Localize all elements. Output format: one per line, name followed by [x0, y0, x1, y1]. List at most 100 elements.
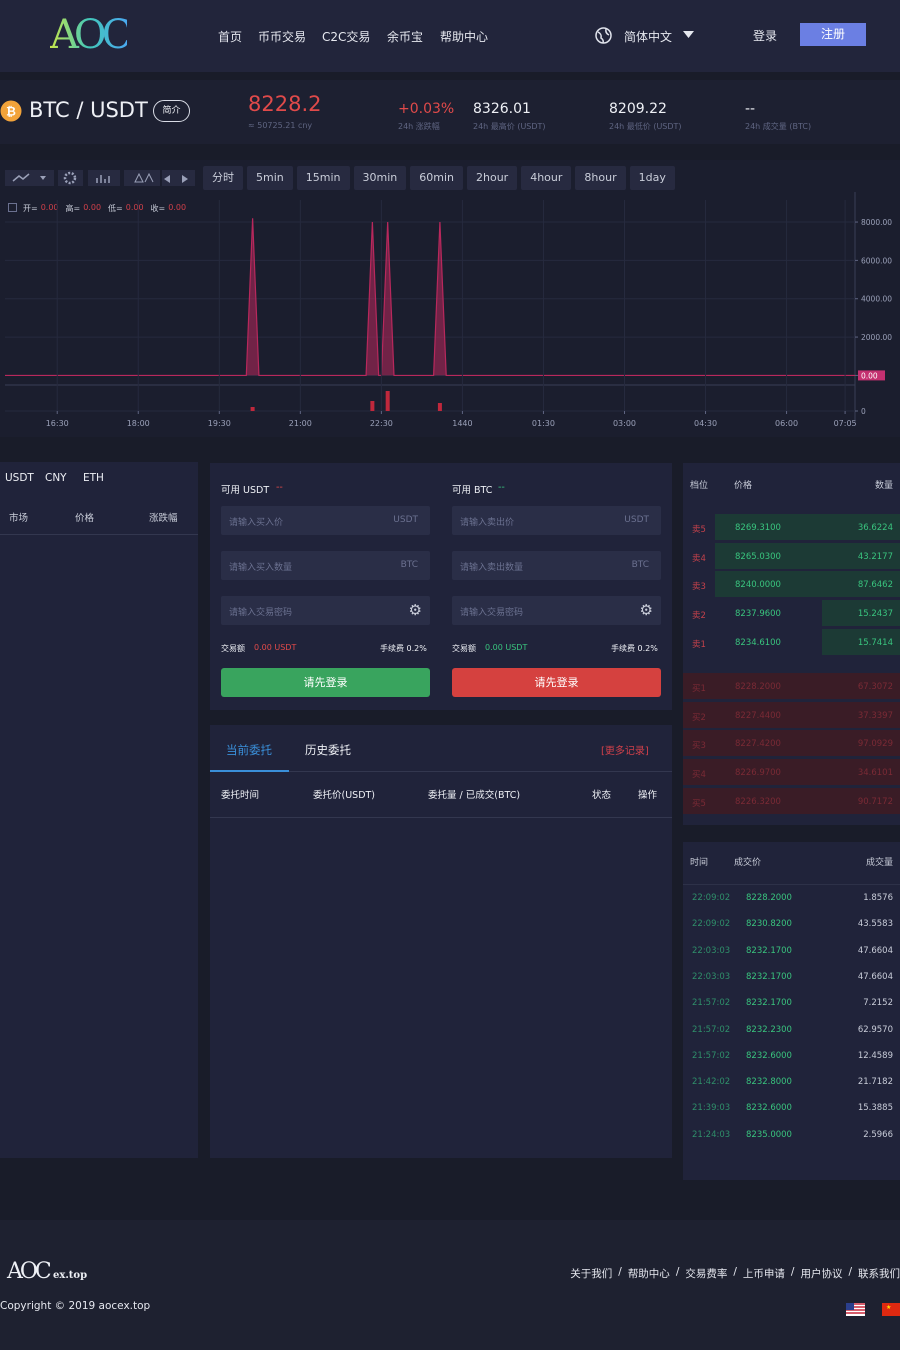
interval-button[interactable]: 分时 [203, 166, 243, 190]
orders-tab[interactable]: 历史委托 [305, 743, 351, 757]
trade-amount: 2.5966 [863, 1129, 893, 1140]
bid-label: 买4 [692, 770, 706, 781]
stat-label: 24h 涨跌幅 [398, 122, 440, 131]
input[interactable]: 请输入交易密码 ⚙ [221, 596, 430, 625]
ask-price: 8237.9600 [735, 609, 781, 620]
logo[interactable]: AOC [50, 12, 132, 58]
kline-chart: 0.00 2000.00 4000.00 6000.00 8000.00 0 16:30 18… [5, 192, 892, 428]
footer-logo: AOC [7, 1259, 52, 1284]
divider [683, 884, 900, 885]
ask-price: 8234.6100 [735, 637, 781, 648]
kline-info: 开= 0.00 高= 0.00 低= 0.00 收= 0.00 [8, 203, 190, 214]
available-value: -- [276, 482, 283, 493]
trade-time: 21:39:03 [692, 1103, 731, 1114]
input[interactable]: 请输入卖出数量 BTC [452, 551, 661, 580]
footer-link[interactable]: 交易费率 [685, 1268, 728, 1280]
header-cell: 档位 [690, 481, 709, 491]
info-value: 0.00 [125, 203, 144, 212]
x-tick-label: 16:30 [46, 419, 69, 428]
interval-button[interactable]: 4hour [521, 166, 572, 190]
trade-time: 21:57:02 [692, 1024, 731, 1035]
nav-item[interactable]: 币币交易 [258, 30, 307, 44]
trade-price: 8232.2300 [746, 1024, 792, 1035]
input[interactable]: 请输入买入价 USDT [221, 506, 430, 535]
orders-tab[interactable]: 当前委托 [226, 743, 272, 757]
submit-button[interactable]: 请先登录 [452, 668, 661, 697]
interval-button[interactable]: 5min [247, 166, 293, 190]
footer-link[interactable]: 关于我们 [570, 1268, 613, 1280]
language[interactable]: 简体中文 [624, 30, 673, 44]
input[interactable]: 请输入交易密码 ⚙ [452, 596, 661, 625]
y-tick-label: 4000.00 [861, 295, 892, 304]
bid-amount: 34.6101 [857, 768, 893, 779]
active-tab-underline [210, 770, 289, 772]
ask-amount: 43.2177 [857, 551, 893, 562]
trade-time: 21:57:02 [692, 998, 731, 1009]
footer-link[interactable]: 联系我们 [858, 1268, 900, 1280]
market-tab[interactable]: USDT [5, 472, 34, 484]
info-label: 开= [23, 204, 38, 213]
footer-link[interactable]: 上币申请 [742, 1268, 785, 1280]
footer-link[interactable]: 帮助中心 [627, 1268, 670, 1280]
input[interactable]: 请输入卖出价 USDT [452, 506, 661, 535]
trade-price: 8235.0000 [746, 1129, 792, 1140]
trade-time: 22:03:03 [692, 971, 731, 982]
submit-button[interactable]: 请先登录 [221, 668, 430, 697]
info-icon [8, 203, 17, 212]
ask-price: 8265.0300 [735, 551, 781, 562]
bid-amount: 90.7172 [857, 796, 893, 807]
depth-bar [822, 628, 900, 655]
unit: BTC [631, 560, 649, 570]
volume-bar [385, 391, 390, 411]
placeholder: 请输入交易密码 [229, 608, 293, 618]
nav-item[interactable]: 首页 [218, 30, 243, 44]
depth-bar [715, 542, 900, 569]
interval-button[interactable]: 30min [353, 166, 407, 190]
market-tab[interactable]: ETH [83, 472, 104, 484]
nav-item[interactable]: C2C交易 [322, 30, 371, 44]
ask-price: 8269.3100 [735, 523, 781, 533]
trade-amount: 47.6604 [857, 945, 893, 956]
bid-label: 买2 [692, 712, 706, 723]
register-button[interactable]: 注册 [800, 23, 866, 46]
trade-price: 8232.6000 [746, 1103, 792, 1114]
interval-button[interactable]: 15min [296, 166, 350, 190]
info-label: 收= [150, 204, 166, 213]
interval-button[interactable]: 2hour [467, 166, 518, 190]
info-value: 0.00 [83, 203, 102, 212]
interval-button[interactable]: 1day [629, 166, 675, 190]
language-flags[interactable]: ★ [846, 1303, 900, 1317]
stat-value: -- [745, 101, 756, 117]
footer-link[interactable]: 用户协议 [800, 1268, 843, 1280]
trade-time: 21:42:02 [692, 1077, 731, 1088]
login-link[interactable]: 登录 [753, 29, 778, 43]
copyright: Copyright © 2019 aocex.top [0, 1300, 151, 1312]
intro-button[interactable]: 简介 [153, 100, 190, 122]
input[interactable]: 请输入买入数量 BTC [221, 551, 430, 580]
orders-panel [210, 725, 672, 1158]
more-link[interactable]: [更多记录] [601, 746, 649, 757]
toolbar-icons [5, 170, 195, 186]
depth-bar [715, 571, 900, 598]
interval-button[interactable]: 8hour [575, 166, 626, 190]
trade-amount: 62.9570 [857, 1024, 893, 1035]
trade-amount: 12.4589 [857, 1050, 893, 1061]
trade-time: 21:57:02 [692, 1050, 731, 1061]
divider [0, 534, 198, 535]
bid-price: 8227.4400 [735, 710, 781, 721]
orders-header: 状态 [592, 790, 612, 801]
market-tab[interactable]: CNY [45, 472, 67, 484]
available-label: 可用 BTC [452, 485, 493, 496]
total-value: 0.00 USDT [485, 643, 528, 652]
svg-text:₿: ₿ [6, 105, 16, 119]
x-tick-label: 18:00 [127, 419, 150, 428]
nav-item[interactable]: 余币宝 [387, 30, 424, 44]
x-tick-label: 04:30 [694, 419, 717, 428]
orders-header: 委托量 / 已成交(BTC) [428, 790, 521, 801]
divider [210, 817, 672, 818]
stat-value: +0.03% [398, 101, 455, 117]
nav-item[interactable]: 帮助中心 [440, 30, 489, 44]
bid-label: 买3 [692, 741, 706, 752]
interval-button[interactable]: 60min [410, 166, 463, 190]
stat-value: 8209.22 [609, 101, 667, 117]
